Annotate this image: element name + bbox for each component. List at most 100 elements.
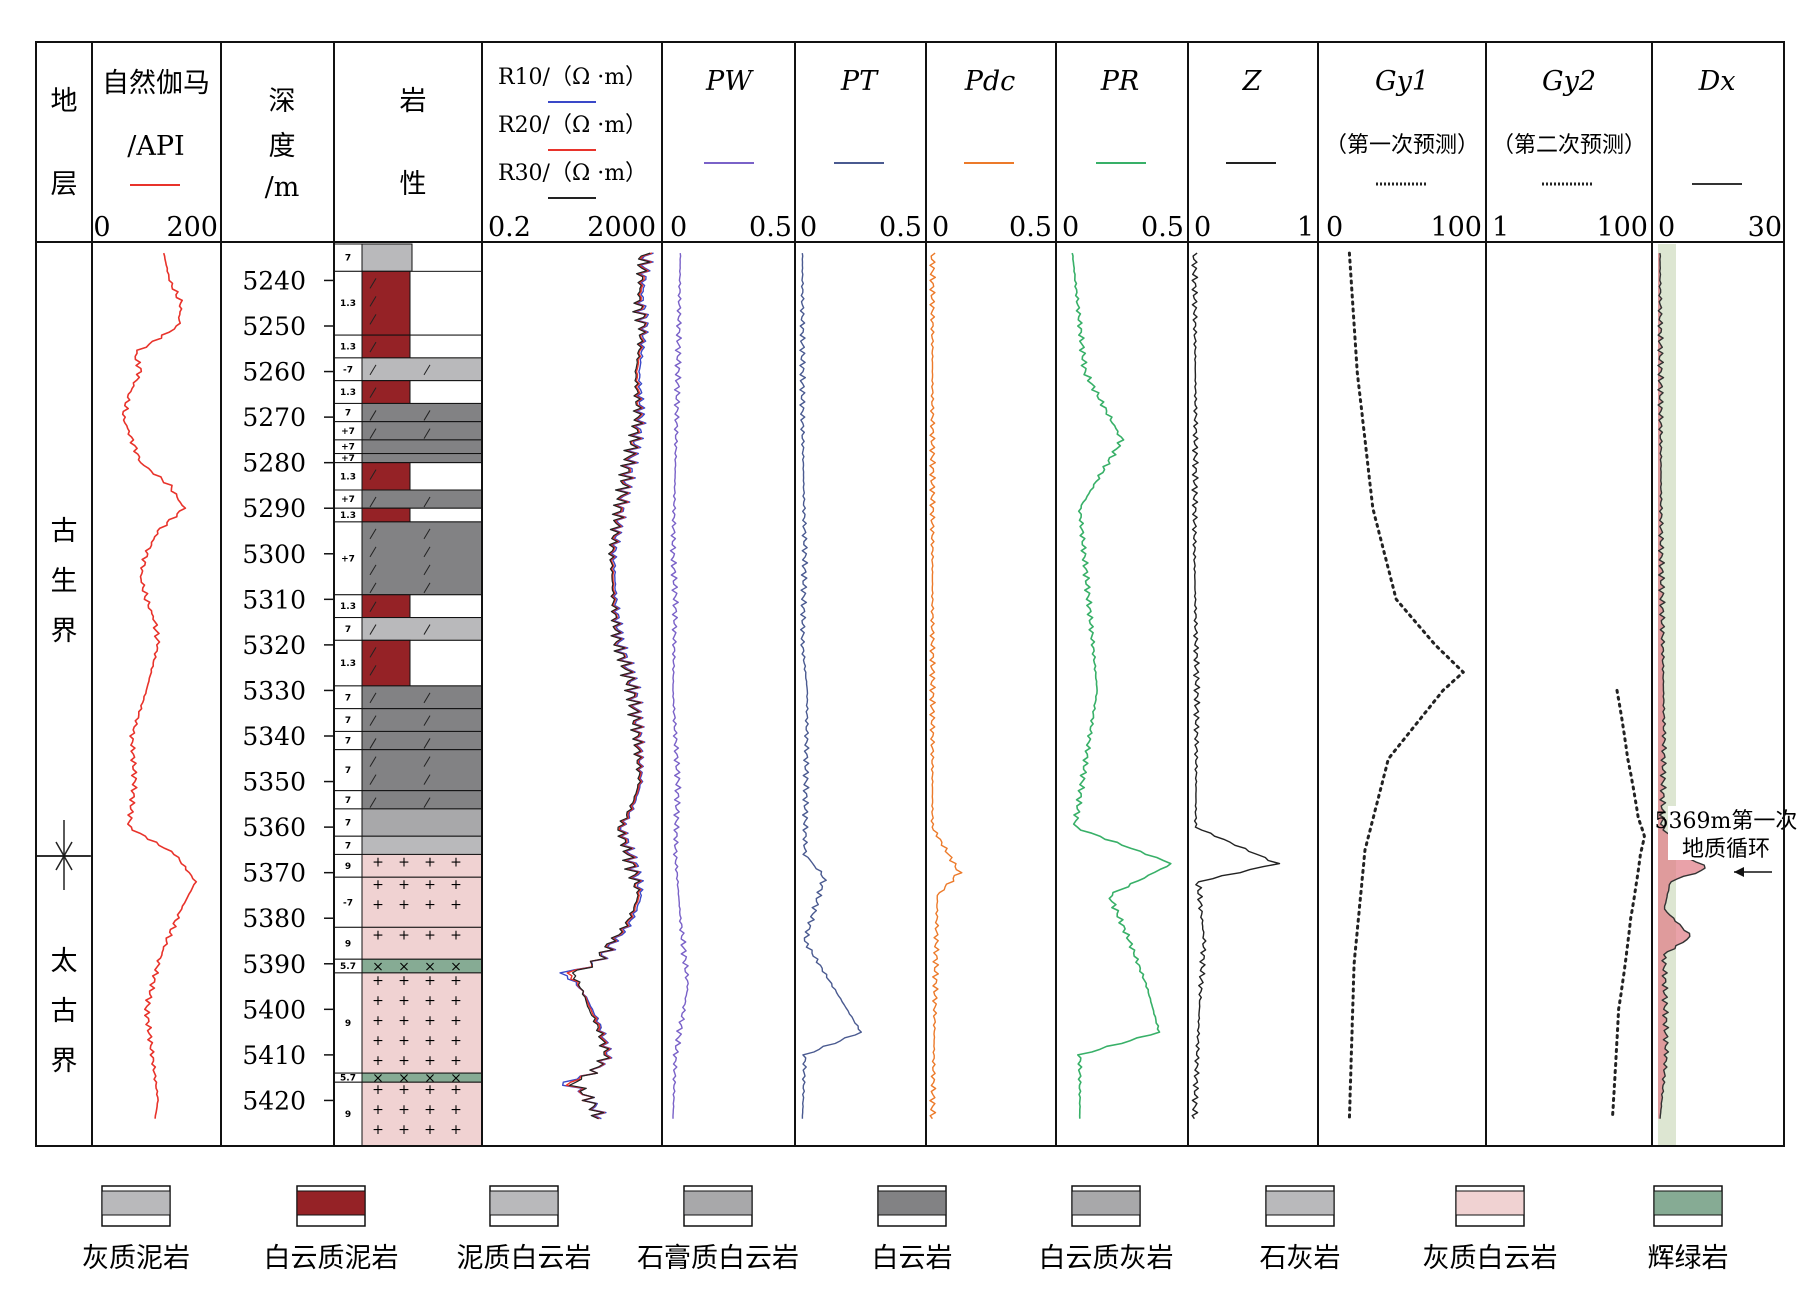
lithology-code: 7 (345, 796, 351, 806)
lithology-plus: + (424, 877, 436, 893)
depth-label-5250: 5250 (242, 312, 306, 341)
res-scale-min: 0.2 (488, 212, 531, 243)
dx-header: Dx (1698, 66, 1736, 97)
pdc-header: Pdc (964, 66, 1016, 97)
lithology-fill (361, 507, 411, 523)
strata-header-1: 地 (51, 86, 78, 117)
annotation-line-2: 地质循环 (1682, 837, 1770, 862)
legend-item: 灰质泥岩 (82, 1185, 190, 1274)
lithology-cross: × (398, 959, 410, 975)
legend-label: 白云质泥岩 (264, 1243, 399, 1274)
annotation-line-1: 5369m第一次 (1655, 809, 1798, 834)
lithology-stroke (369, 341, 377, 353)
lithology-fill (361, 421, 483, 441)
lithology-code: 9 (345, 862, 351, 872)
lithology-stroke (369, 496, 377, 508)
lithology-stroke (369, 528, 377, 540)
lithology-cross: × (398, 1071, 410, 1087)
lithology-stroke (423, 410, 431, 421)
legend-item: 白云质泥岩 (264, 1185, 399, 1274)
legend-label: 石膏质白云岩 (637, 1243, 799, 1274)
depth-label-5410: 5410 (242, 1041, 306, 1070)
gy2-header: Gy2 (1542, 66, 1596, 97)
lithology-stroke (423, 797, 431, 808)
lithology-plus: + (398, 877, 410, 893)
legend-swatch (877, 1190, 947, 1216)
lithology-code: 9 (345, 1019, 351, 1029)
lithology-fill (361, 439, 483, 455)
depth-header-2: 度 (269, 131, 296, 162)
lithology-cross: × (450, 1071, 462, 1087)
legend-item: 灰质白云岩 (1423, 1185, 1558, 1274)
curve-PR (1071, 252, 1172, 1119)
lithology-cross: × (424, 1071, 436, 1087)
lithology-fill (361, 876, 483, 928)
lithology-interval: 1.3 (333, 270, 483, 336)
lithology-plus: + (450, 1053, 462, 1069)
lithology-fill (361, 790, 483, 810)
lithology-code: 7 (345, 737, 351, 747)
lithology-plus: + (424, 1082, 436, 1098)
legend-item: 白云岩 (872, 1185, 953, 1274)
lithology-interval: 7 (333, 835, 483, 855)
gy1-subheader: （第一次预测） (1325, 133, 1479, 158)
lithology-stroke (369, 410, 377, 421)
lithology-interval: 1.3 (333, 507, 483, 523)
legend-label: 石灰岩 (1260, 1243, 1341, 1274)
lithology-plus: + (398, 1082, 410, 1098)
lithology-plus: + (450, 1082, 462, 1098)
lithology-plus: + (372, 1122, 384, 1138)
lithology-code: -7 (343, 365, 353, 375)
lithology-plus: + (372, 1082, 384, 1098)
depth-header-3: /m (265, 172, 300, 203)
lithology-code: 1.3 (340, 602, 356, 612)
lithology-code: 1.3 (340, 343, 356, 353)
legend-swatch (101, 1190, 171, 1216)
curve-PT (799, 253, 862, 1119)
lithology-interval: +7 (333, 421, 483, 441)
lithology-stroke (369, 756, 377, 767)
lithology-fill (361, 685, 483, 710)
lithology-plus: + (450, 854, 462, 870)
lithology-interval: 7 (333, 749, 483, 792)
curve-Gy2 (1610, 688, 1646, 1121)
depth-label-5270: 5270 (242, 403, 306, 432)
lithology-code: +7 (341, 454, 355, 464)
lithology-header-2: 性 (400, 169, 427, 200)
lithology-plus: + (450, 927, 462, 943)
gy1-scale-max: 100 (1430, 212, 1482, 243)
lithology-plus: + (372, 1033, 384, 1049)
lithology-fill (361, 749, 483, 792)
lithology-legend: 灰质泥岩 白云质泥岩 泥质白云岩 石膏质白云岩 白云岩 白云质灰岩 石灰岩 灰质白云岩 辉绿岩 (82, 1185, 1729, 1274)
lithology-plus: + (398, 854, 410, 870)
lithology-plus: + (450, 1102, 462, 1118)
lithology-fill (361, 1081, 483, 1147)
pr-scale-max: 0.5 (1141, 212, 1184, 243)
r20-header: R20/（Ω ·m） (498, 113, 647, 138)
lithology-code: 7 (345, 693, 351, 703)
legend-label: 灰质白云岩 (1423, 1243, 1558, 1274)
lithology-stroke (369, 469, 377, 480)
lithology-cross: × (372, 959, 384, 975)
curve-PW (669, 253, 690, 1119)
depth-label-5420: 5420 (242, 1086, 306, 1115)
lithology-fill (361, 708, 483, 732)
lithology-stroke (369, 692, 377, 704)
gamma-scale-max: 200 (166, 212, 218, 243)
gy1-header: Gy1 (1375, 66, 1429, 97)
lithology-interval: -7 (333, 357, 483, 382)
dx-scale-min: 0 (1658, 212, 1675, 243)
lithology-code: 7 (345, 766, 351, 776)
lithology-fill (361, 357, 483, 382)
lithology-code: 1.3 (340, 299, 356, 309)
lithology-interval: 9 + + + + (333, 853, 483, 878)
lithology-cross: × (424, 959, 436, 975)
lithology-stroke (423, 756, 431, 767)
lithology-stroke (423, 428, 431, 439)
lithology-stroke (423, 546, 431, 558)
lithology-code-cell (333, 639, 363, 687)
lithology-plus: + (372, 1013, 384, 1029)
lithology-fill (361, 808, 483, 837)
depth-header-1: 深 (269, 86, 296, 117)
lithology-stroke (423, 496, 431, 508)
